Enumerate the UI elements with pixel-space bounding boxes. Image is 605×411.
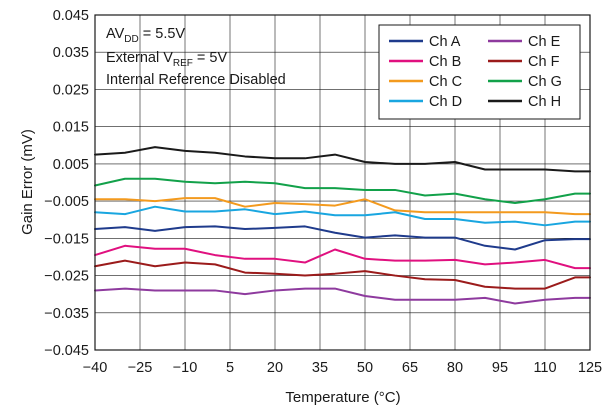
y-tick-label: 0.005: [53, 157, 89, 173]
annotation-vref: External VREF = 5V: [106, 50, 227, 69]
x-tick-label: 5: [226, 360, 234, 376]
series-line-ch-a: [94, 225, 591, 251]
y-tick-label: −0.035: [44, 306, 89, 322]
legend-item-ch-c: Ch C: [389, 74, 462, 90]
x-tick-label: 35: [312, 360, 328, 376]
y-tick-label: 0.025: [53, 82, 89, 98]
x-tick-label: 95: [492, 360, 508, 376]
plot-frame: [94, 14, 591, 351]
legend-label: Ch H: [528, 94, 561, 110]
y-tick-label: 0.015: [53, 120, 89, 136]
y-axis-ticks: 0.045 0.035 0.025 0.015 0.005 −0.005 −0.015 −0.…: [44, 8, 89, 359]
legend-label: Ch D: [429, 94, 462, 110]
legend-label: Ch E: [528, 34, 561, 50]
x-tick-label: −25: [128, 360, 153, 376]
legend-item-ch-b: Ch B: [389, 54, 461, 70]
y-tick-label: −0.005: [44, 194, 89, 210]
y-tick-label: −0.045: [44, 343, 89, 359]
series-line-ch-f: [94, 259, 591, 290]
x-tick-label: 20: [267, 360, 283, 376]
x-tick-label: 65: [402, 360, 418, 376]
series-line-ch-b: [94, 244, 591, 270]
x-tick-label: 80: [447, 360, 463, 376]
legend-label: Ch B: [429, 54, 461, 70]
x-tick-label: 50: [357, 360, 373, 376]
series-lines: [94, 146, 591, 305]
legend-label: Ch C: [429, 74, 462, 90]
series-line-ch-e: [94, 287, 591, 305]
conditions-annotation: AVDD = 5.5V External VREF = 5V Internal …: [106, 26, 286, 88]
series-line-ch-h: [94, 146, 591, 173]
legend: Ch A Ch B Ch C Ch D Ch E Ch F Ch G Ch H: [378, 24, 581, 120]
y-tick-label: 0.035: [53, 45, 89, 61]
legend-label: Ch F: [528, 54, 560, 70]
legend-item-ch-f: Ch F: [488, 54, 560, 70]
x-tick-label: 125: [578, 360, 602, 376]
y-tick-label: −0.015: [44, 231, 89, 247]
series-line-ch-c: [94, 197, 591, 216]
annotation-reference: Internal Reference Disabled: [106, 72, 286, 88]
legend-label: Ch G: [528, 74, 562, 90]
legend-item-ch-g: Ch G: [488, 74, 562, 90]
y-tick-label: −0.025: [44, 269, 89, 285]
legend-item-ch-a: Ch A: [389, 34, 461, 50]
legend-item-ch-e: Ch E: [488, 34, 561, 50]
annotation-avdd: AVDD = 5.5V: [106, 26, 185, 45]
legend-item-ch-h: Ch H: [488, 94, 561, 110]
x-tick-label: 110: [533, 360, 556, 376]
x-tick-label: −10: [173, 360, 198, 376]
legend-label: Ch A: [429, 34, 461, 50]
series-line-ch-d: [94, 205, 591, 227]
y-tick-label: 0.045: [53, 8, 89, 24]
x-tick-label: −40: [83, 360, 108, 376]
series-line-ch-g: [94, 177, 591, 204]
x-axis-ticks: −40 −25 −10 5 20 35 50 65 80 95 110 125: [83, 360, 602, 376]
x-axis-label: Temperature (°C): [285, 389, 400, 406]
legend-item-ch-d: Ch D: [389, 94, 462, 110]
y-axis-label: Gain Error (mV): [19, 129, 36, 235]
